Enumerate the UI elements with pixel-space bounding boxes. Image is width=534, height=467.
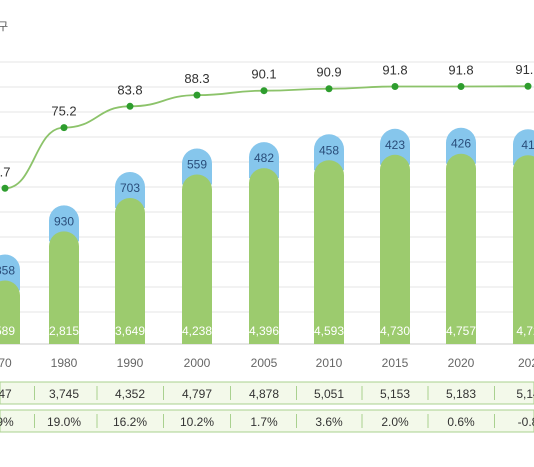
line-point xyxy=(524,82,532,90)
table-cell: 5,14 xyxy=(516,387,534,401)
table-cell: 5,051 xyxy=(314,387,344,401)
table-cell: 10.2% xyxy=(180,415,214,429)
cap-value-label: 930 xyxy=(54,214,74,228)
bar-value-label: 4,730 xyxy=(380,324,410,338)
table-cell: 0.6% xyxy=(447,415,475,429)
table-cell: 5,183 xyxy=(446,387,476,401)
bar-value-label: 4,593 xyxy=(314,324,344,338)
line-value-label: 91.8 xyxy=(448,62,473,77)
cap-value-label: 458 xyxy=(319,143,339,157)
bar xyxy=(49,231,79,344)
table-cell: 9% xyxy=(0,415,14,429)
line-series xyxy=(4,85,529,190)
cap-value-label: 426 xyxy=(451,137,471,151)
x-tick-label: 70 xyxy=(0,356,12,370)
bar xyxy=(182,174,212,344)
table-row xyxy=(0,409,534,433)
table-cell: 4,797 xyxy=(182,387,212,401)
line-value-label: 90.9 xyxy=(316,65,341,80)
line-value-label: 75.2 xyxy=(51,104,76,119)
line-value-label: 83.8 xyxy=(117,82,142,97)
line-point xyxy=(260,87,268,95)
line-point xyxy=(193,91,201,99)
table-cell: 4,352 xyxy=(115,387,145,401)
table-cell: 47 xyxy=(0,387,12,401)
line-point xyxy=(126,102,134,110)
cap-bar xyxy=(49,205,79,242)
bar xyxy=(446,153,476,344)
bar xyxy=(314,160,344,344)
table-cell: 3.6% xyxy=(315,415,343,429)
table-cell: 19.0% xyxy=(47,415,81,429)
table-row xyxy=(0,381,534,405)
line-value-label: 88.3 xyxy=(184,71,209,86)
x-tick-label: 2000 xyxy=(184,356,211,370)
cap-value-label: 358 xyxy=(0,263,15,277)
table-cell: 2.0% xyxy=(381,415,409,429)
line-value-label: 90.1 xyxy=(251,67,276,82)
bar-value-label: 4,757 xyxy=(446,324,476,338)
bar-value-label: 4,72 xyxy=(516,324,534,338)
line-point xyxy=(325,85,333,93)
x-tick-label: 1990 xyxy=(117,356,144,370)
table-cell: 4,878 xyxy=(249,387,279,401)
bar-value-label: 2,815 xyxy=(49,324,79,338)
bar-value-label: 589 xyxy=(0,324,15,338)
x-tick-label: 2005 xyxy=(251,356,278,370)
line-point xyxy=(391,82,399,90)
cap-bar xyxy=(314,134,344,171)
cap-value-label: 559 xyxy=(187,157,207,171)
x-tick-label: 2020 xyxy=(448,356,475,370)
cap-value-label: 482 xyxy=(254,151,274,165)
x-tick-label: 202 xyxy=(518,356,534,370)
bar-value-label: 4,396 xyxy=(249,324,279,338)
bar xyxy=(115,198,145,344)
cap-value-label: 703 xyxy=(120,181,140,195)
x-tick-label: 2015 xyxy=(382,356,409,370)
x-tick-label: 1980 xyxy=(51,356,78,370)
table-cell: 5,153 xyxy=(380,387,410,401)
table-cell: 3,745 xyxy=(49,387,79,401)
line-value-label: 91.9 xyxy=(515,62,534,77)
cap-bar xyxy=(249,142,279,179)
bar xyxy=(0,280,20,344)
cap-value-label: 423 xyxy=(385,138,405,152)
cap-bar xyxy=(182,148,212,185)
cap-value-label: 41 xyxy=(521,138,534,152)
bar-value-label: 3,649 xyxy=(115,324,145,338)
x-tick-label: 2010 xyxy=(316,356,343,370)
bar-value-label: 4,238 xyxy=(182,324,212,338)
bar xyxy=(249,168,279,344)
bar xyxy=(380,154,410,344)
cap-bar xyxy=(446,127,476,164)
line-value-label: .7 xyxy=(0,164,10,179)
line-value-label: 91.8 xyxy=(382,62,407,77)
cap-bar xyxy=(380,128,410,165)
line-point xyxy=(457,82,465,90)
cap-bar xyxy=(115,172,145,209)
table-cell: 1.7% xyxy=(250,415,278,429)
unit-label: 구 xyxy=(0,21,9,33)
line-point xyxy=(60,124,68,132)
table-cell: -0.8 xyxy=(518,415,534,429)
bar xyxy=(513,155,534,344)
table-cell: 16.2% xyxy=(113,415,147,429)
line-point xyxy=(1,184,9,192)
